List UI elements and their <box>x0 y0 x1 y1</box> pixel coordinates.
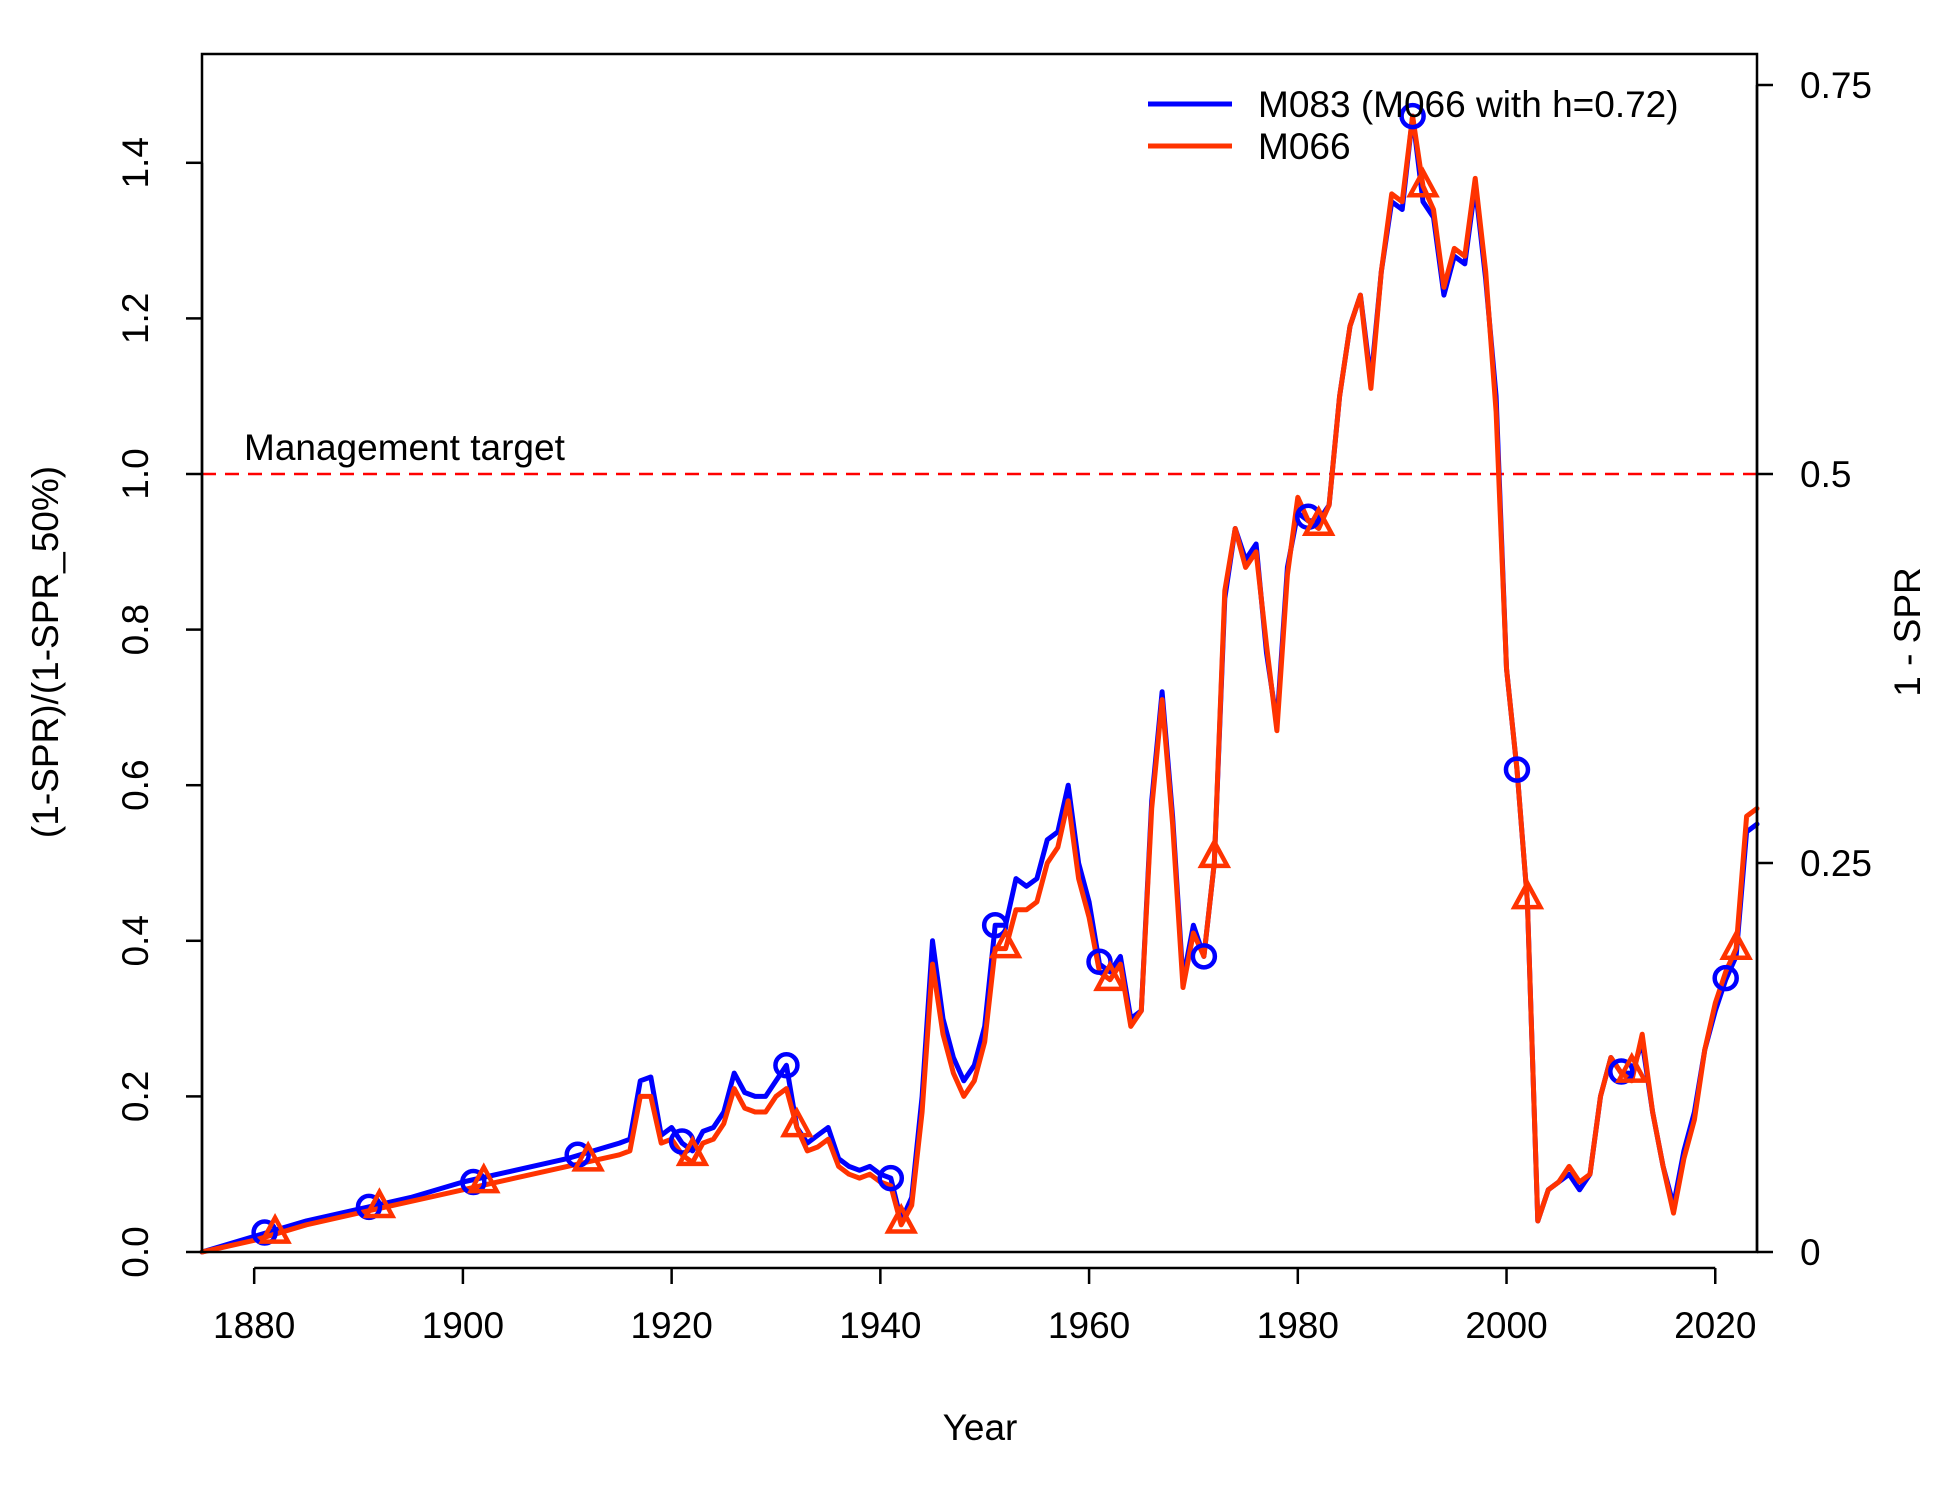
management-target-label: Management target <box>244 427 566 468</box>
m066-triangle-marker <box>467 1162 501 1194</box>
y-axis-right-title: 1 - SPR <box>1887 567 1928 697</box>
m083-circle-marker <box>1190 943 1218 970</box>
m066-triangle-marker <box>258 1212 292 1244</box>
m066-triangle-marker <box>362 1187 397 1219</box>
m083-circle-marker <box>773 1052 800 1079</box>
x-tick-label: 2020 <box>1674 1305 1756 1346</box>
m083-circle-marker <box>1712 964 1739 992</box>
y-tick-label: 0.0 <box>115 1226 156 1277</box>
legend: M083 (M066 with h=0.72) M066 <box>1148 84 1679 167</box>
y-axis-right: 0 0.25 0.5 0.75 <box>1755 65 1872 1273</box>
x-tick-label: 2000 <box>1465 1305 1547 1346</box>
x-tick-label: 1980 <box>1257 1305 1339 1346</box>
series-line-m066 <box>199 113 1760 1255</box>
y-tick-label: 1.2 <box>115 293 156 344</box>
x-axis: 1880 1900 1920 1940 1960 1980 2000 2020 <box>213 1266 1756 1346</box>
m066-triangle-marker <box>884 1202 919 1234</box>
m066-triangle-marker <box>675 1135 710 1167</box>
x-tick-label: 1900 <box>422 1305 504 1346</box>
m066-triangle-marker <box>988 927 1023 959</box>
m083-circle-marker <box>1399 102 1426 130</box>
x-tick-label: 1940 <box>839 1305 921 1346</box>
m066-triangle-marker <box>780 1106 814 1138</box>
marker-layer <box>251 102 1753 1246</box>
x-tick-label: 1960 <box>1048 1305 1130 1346</box>
m066-triangle-marker <box>1719 928 1753 960</box>
m066-triangle-marker <box>1093 960 1127 992</box>
y-tick-label: 0.4 <box>115 915 156 966</box>
m083-circle-marker <box>877 1164 905 1192</box>
m066-triangle-marker <box>1197 837 1232 869</box>
m066-triangle-marker <box>1301 504 1336 536</box>
y2-tick-label: 0.25 <box>1800 843 1872 884</box>
y-axis-left-title: (1-SPR)/(1-SPR_50%) <box>25 466 66 838</box>
m066-triangle-marker <box>1510 878 1545 910</box>
series-layer <box>199 113 1760 1255</box>
y2-tick-label: 0 <box>1800 1232 1821 1273</box>
m066-triangle-marker <box>1614 1051 1649 1083</box>
m066-triangle-marker <box>571 1140 605 1172</box>
y2-tick-label: 0.75 <box>1800 65 1872 106</box>
m066-triangle-marker <box>1406 166 1440 198</box>
x-tick-label: 1880 <box>213 1305 295 1346</box>
y-axis-left: 0.0 0.2 0.4 0.6 0.8 1.0 1.2 1.4 <box>115 137 204 1278</box>
m083-circle-marker <box>981 911 1009 939</box>
x-axis-title: Year <box>943 1407 1018 1448</box>
y-tick-label: 0.2 <box>115 1071 156 1122</box>
y-tick-label: 1.4 <box>115 137 156 188</box>
x-tick-label: 1920 <box>630 1305 712 1346</box>
y-tick-label: 0.8 <box>115 604 156 655</box>
y-tick-label: 1.0 <box>115 448 156 499</box>
legend-label-m066: M066 <box>1258 126 1351 167</box>
legend-label-m083: M083 (M066 with h=0.72) <box>1258 84 1679 125</box>
y-tick-label: 0.6 <box>115 759 156 810</box>
m083-circle-marker <box>1503 756 1531 783</box>
y2-tick-label: 0.5 <box>1800 454 1851 495</box>
